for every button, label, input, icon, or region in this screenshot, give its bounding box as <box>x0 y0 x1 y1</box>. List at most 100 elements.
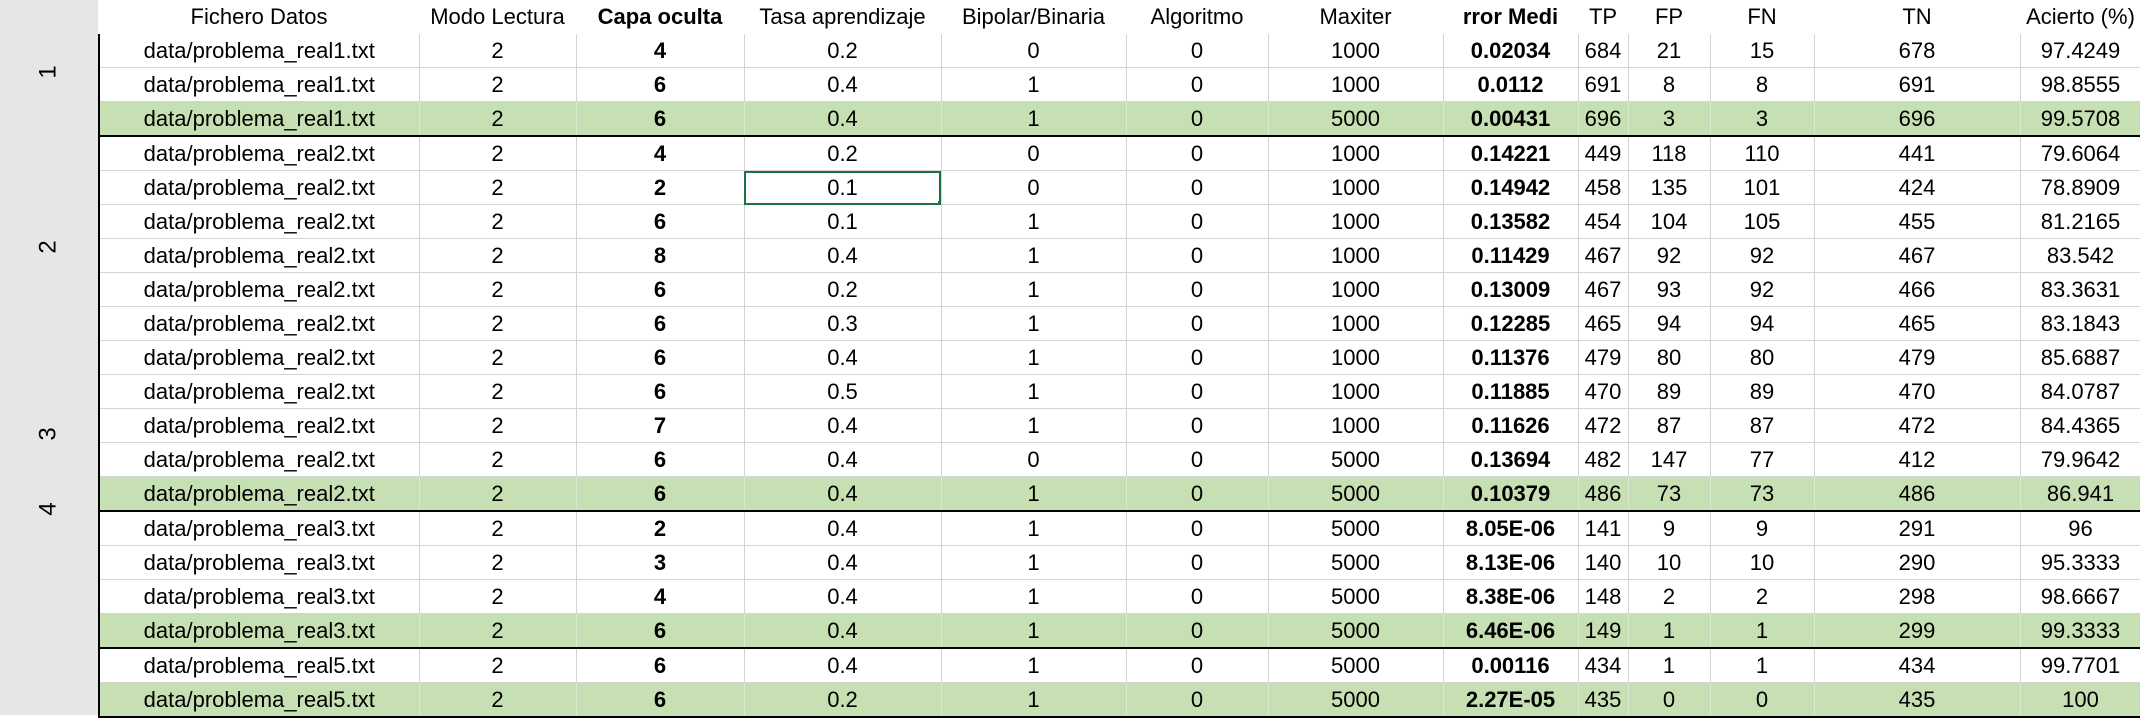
cell-maxiter[interactable]: 5000 <box>1268 579 1444 614</box>
cell-fp[interactable]: 10 <box>1628 545 1711 580</box>
cell-fichero[interactable]: data/problema_real2.txt <box>98 170 420 205</box>
header-acierto[interactable]: Acierto (%) <box>2020 0 2140 34</box>
cell-tasa[interactable]: 0.4 <box>744 613 942 649</box>
cell-acierto[interactable]: 84.0787 <box>2020 374 2140 409</box>
cell-acierto[interactable]: 78.8909 <box>2020 170 2140 205</box>
cell-error-medio[interactable]: 6.46E-06 <box>1443 613 1579 649</box>
cell-fn[interactable]: 10 <box>1710 545 1815 580</box>
cell-fp[interactable]: 21 <box>1628 34 1711 68</box>
cell-tn[interactable]: 424 <box>1814 170 2021 205</box>
cell-capa-oculta[interactable]: 6 <box>576 272 745 307</box>
cell-modo-lectura[interactable]: 2 <box>419 408 577 443</box>
cell-modo-lectura[interactable]: 2 <box>419 238 577 273</box>
cell-fn[interactable]: 92 <box>1710 272 1815 307</box>
cell-error-medio[interactable]: 0.14942 <box>1443 170 1579 205</box>
cell-fn[interactable]: 94 <box>1710 306 1815 341</box>
cell-acierto[interactable]: 84.4365 <box>2020 408 2140 443</box>
cell-bipolar[interactable]: 1 <box>941 340 1127 375</box>
cell-maxiter[interactable]: 1000 <box>1268 238 1444 273</box>
cell-fichero[interactable]: data/problema_real3.txt <box>98 613 420 649</box>
cell-maxiter[interactable]: 1000 <box>1268 408 1444 443</box>
cell-modo-lectura[interactable]: 2 <box>419 136 577 171</box>
cell-algoritmo[interactable]: 0 <box>1126 170 1269 205</box>
cell-acierto[interactable]: 79.6064 <box>2020 136 2140 171</box>
cell-tp[interactable]: 149 <box>1578 613 1629 649</box>
cell-fp[interactable]: 3 <box>1628 101 1711 137</box>
cell-tp[interactable]: 479 <box>1578 340 1629 375</box>
cell-tn[interactable]: 691 <box>1814 67 2021 102</box>
cell-fp[interactable]: 87 <box>1628 408 1711 443</box>
cell-capa-oculta[interactable]: 4 <box>576 34 745 68</box>
cell-fp[interactable]: 80 <box>1628 340 1711 375</box>
cell-tp[interactable]: 435 <box>1578 682 1629 718</box>
cell-fp[interactable]: 89 <box>1628 374 1711 409</box>
cell-bipolar[interactable]: 1 <box>941 476 1127 512</box>
cell-algoritmo[interactable]: 0 <box>1126 306 1269 341</box>
cell-capa-oculta[interactable]: 6 <box>576 682 745 718</box>
cell-bipolar[interactable]: 1 <box>941 101 1127 137</box>
cell-tn[interactable]: 455 <box>1814 204 2021 239</box>
cell-fp[interactable]: 104 <box>1628 204 1711 239</box>
cell-modo-lectura[interactable]: 2 <box>419 340 577 375</box>
cell-modo-lectura[interactable]: 2 <box>419 648 577 683</box>
header-algoritmo[interactable]: Algoritmo <box>1126 0 1268 34</box>
cell-tp[interactable]: 458 <box>1578 170 1629 205</box>
header-tasa-aprendizaje[interactable]: Tasa aprendizaje <box>744 0 941 34</box>
cell-modo-lectura[interactable]: 2 <box>419 374 577 409</box>
cell-capa-oculta[interactable]: 2 <box>576 511 745 546</box>
cell-capa-oculta[interactable]: 4 <box>576 579 745 614</box>
cell-tasa[interactable]: 0.3 <box>744 306 942 341</box>
cell-algoritmo[interactable]: 0 <box>1126 476 1269 512</box>
cell-tasa[interactable]: 0.4 <box>744 340 942 375</box>
cell-bipolar[interactable]: 1 <box>941 648 1127 683</box>
cell-fichero[interactable]: data/problema_real5.txt <box>98 648 420 683</box>
cell-tp[interactable]: 140 <box>1578 545 1629 580</box>
cell-acierto[interactable]: 99.3333 <box>2020 613 2140 649</box>
cell-tn[interactable]: 479 <box>1814 340 2021 375</box>
cell-maxiter[interactable]: 5000 <box>1268 101 1444 137</box>
cell-maxiter[interactable]: 1000 <box>1268 340 1444 375</box>
cell-tasa[interactable]: 0.4 <box>744 442 942 477</box>
cell-tn[interactable]: 472 <box>1814 408 2021 443</box>
cell-fn[interactable]: 0 <box>1710 682 1815 718</box>
cell-tasa[interactable]: 0.4 <box>744 579 942 614</box>
cell-fn[interactable]: 101 <box>1710 170 1815 205</box>
cell-fichero[interactable]: data/problema_real2.txt <box>98 238 420 273</box>
cell-error-medio[interactable]: 2.27E-05 <box>1443 682 1579 718</box>
cell-algoritmo[interactable]: 0 <box>1126 682 1269 718</box>
cell-tp[interactable]: 470 <box>1578 374 1629 409</box>
cell-modo-lectura[interactable]: 2 <box>419 204 577 239</box>
cell-tasa[interactable]: 0.2 <box>744 682 942 718</box>
cell-algoritmo[interactable]: 0 <box>1126 579 1269 614</box>
cell-acierto[interactable]: 79.9642 <box>2020 442 2140 477</box>
cell-fichero[interactable]: data/problema_real2.txt <box>98 136 420 171</box>
cell-tasa[interactable]: 0.4 <box>744 408 942 443</box>
cell-tp[interactable]: 467 <box>1578 272 1629 307</box>
cell-tp[interactable]: 482 <box>1578 442 1629 477</box>
cell-algoritmo[interactable]: 0 <box>1126 442 1269 477</box>
cell-fn[interactable]: 73 <box>1710 476 1815 512</box>
cell-maxiter[interactable]: 1000 <box>1268 34 1444 68</box>
cell-acierto[interactable]: 99.5708 <box>2020 101 2140 137</box>
cell-tp[interactable]: 486 <box>1578 476 1629 512</box>
cell-bipolar[interactable]: 0 <box>941 170 1127 205</box>
cell-error-medio[interactable]: 8.05E-06 <box>1443 511 1579 546</box>
cell-bipolar[interactable]: 1 <box>941 67 1127 102</box>
cell-algoritmo[interactable]: 0 <box>1126 272 1269 307</box>
cell-fn[interactable]: 8 <box>1710 67 1815 102</box>
cell-maxiter[interactable]: 5000 <box>1268 476 1444 512</box>
header-capa-oculta[interactable]: Capa oculta <box>576 0 744 34</box>
cell-acierto[interactable]: 97.4249 <box>2020 34 2140 68</box>
cell-bipolar[interactable]: 1 <box>941 613 1127 649</box>
cell-tasa[interactable]: 0.1 <box>744 170 942 205</box>
cell-tn[interactable]: 486 <box>1814 476 2021 512</box>
cell-tasa[interactable]: 0.4 <box>744 511 942 546</box>
cell-fichero[interactable]: data/problema_real2.txt <box>98 408 420 443</box>
cell-bipolar[interactable]: 1 <box>941 545 1127 580</box>
cell-tasa[interactable]: 0.2 <box>744 34 942 68</box>
cell-bipolar[interactable]: 1 <box>941 682 1127 718</box>
cell-tn[interactable]: 470 <box>1814 374 2021 409</box>
cell-algoritmo[interactable]: 0 <box>1126 374 1269 409</box>
cell-capa-oculta[interactable]: 6 <box>576 67 745 102</box>
cell-tasa[interactable]: 0.2 <box>744 272 942 307</box>
